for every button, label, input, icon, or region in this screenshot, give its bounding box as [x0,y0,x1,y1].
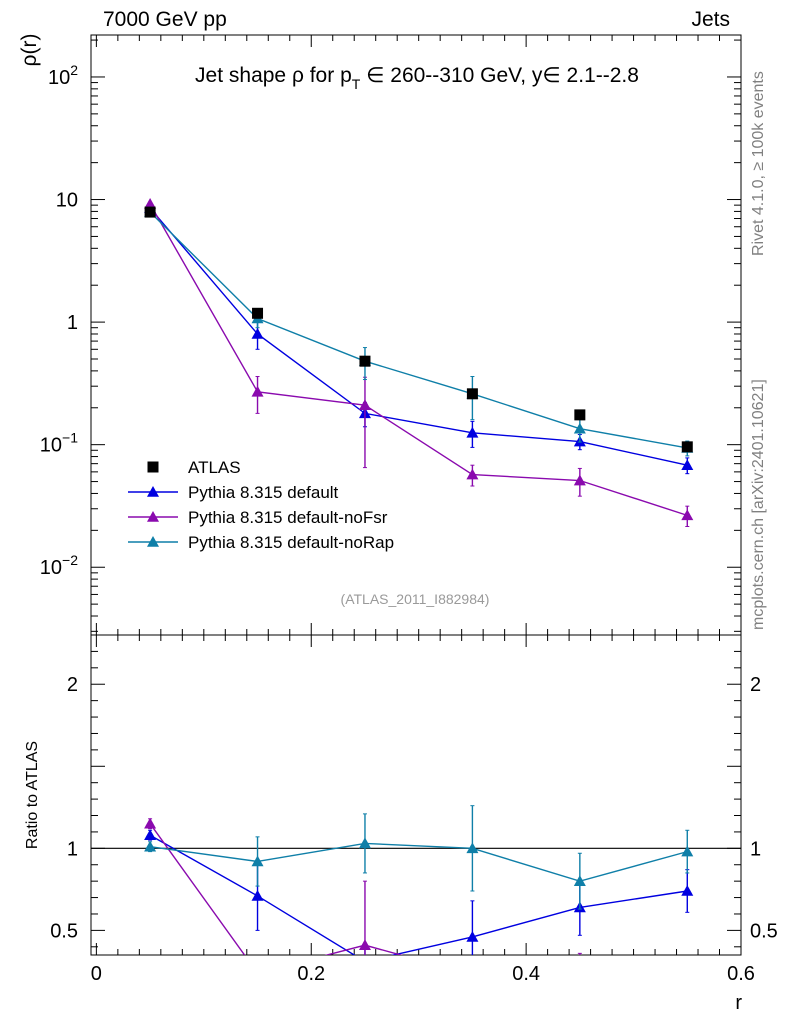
upper-panel-ticks: 10−2 10−1 1 10 102 [40,35,742,635]
atlas-data-point [681,441,693,453]
ratio-marker [144,829,157,841]
legend-label-atlas: ATLAS [188,458,241,477]
ratio-marker [251,889,264,901]
ratio-marker [681,845,694,857]
series-line [149,207,688,466]
y-tick-label-top: 102 [48,62,78,89]
series-marker [466,426,479,438]
y-tick-label-ratio-right: 0.5 [750,920,778,942]
y-tick-label-top: 1 [67,312,78,334]
ratio-panel-series [91,805,741,980]
chart-title: Jet shape ρ for pT ∈ 260--310 GeV, y∈ 2.… [195,64,639,92]
collision-energy-label: 7000 GeV pp [103,8,227,31]
x-tick-label: 0.4 [512,963,540,985]
ratio-marker [359,956,371,967]
y-tick-label-ratio-right: 1 [750,838,761,860]
series-marker [144,197,157,209]
ratio-marker [144,817,157,829]
series-2-upper [144,197,694,527]
ratio-marker [358,939,371,950]
legend-label: Pythia 8.315 default-noRap [188,533,394,552]
ratio-line [149,834,688,955]
ratio-marker [681,885,694,896]
ratio-line [149,842,688,882]
ratio-marker [466,842,479,854]
atlas-data-point [252,307,264,319]
x-tick-label: 0.2 [297,963,325,985]
y-tick-label-ratio-right: 2 [750,674,761,696]
ratio-marker [358,837,371,849]
ratio-marker [251,855,264,867]
upper-panel-series [144,197,694,527]
process-label: Jets [691,8,730,31]
legend-label: Pythia 8.315 default-noFsr [188,508,388,527]
analysis-id: (ATLAS_2011_I882984) [341,591,490,607]
series-2-ratio [144,817,693,980]
series-marker [681,459,694,471]
y-axis-label-top: ρ(r) [18,34,41,67]
series-marker [358,399,371,410]
x-tick-label: 0.6 [727,963,755,985]
mcplots-label: mcplots.cern.ch [arXiv:2401.10621] [750,379,767,630]
legend-marker [147,511,159,522]
series-marker [573,474,586,486]
ratio-marker [252,967,264,978]
series-1-upper [144,202,694,475]
series-marker [681,509,694,521]
atlas-data-point [574,409,586,421]
series-marker [251,327,264,339]
series-3-ratio [144,805,694,910]
atlas-data [144,206,693,453]
y-tick-label-top: 10−2 [40,552,78,579]
series-line [149,211,688,449]
x-tick-label: 0 [91,963,102,985]
ratio-marker [466,969,478,980]
y-tick-label-top: 10−1 [40,430,78,457]
ratio-marker [144,840,157,852]
rivet-version-label: Rivet 4.1.0, ≥ 100k events [750,71,767,256]
ratio-panel-frame [90,634,742,956]
atlas-data-point [144,206,156,218]
ratio-marker [466,930,479,942]
series-3-upper [144,206,694,457]
y-tick-label-top: 10 [56,190,78,212]
series-line [149,203,688,517]
series-marker [573,422,586,434]
legend: ATLAS Pythia 8.315 default Pythia 8.315 de… [128,458,394,552]
series-marker [466,468,479,480]
legend-label: Pythia 8.315 default [188,483,339,502]
ratio-line [149,823,404,955]
legend-marker [147,486,159,497]
legend-marker-atlas [147,461,159,473]
series-marker [251,385,264,397]
x-axis-label: r [735,992,742,1014]
ratio-marker [573,875,586,886]
ratio-marker [681,962,693,973]
legend-marker [147,536,159,547]
atlas-data-point [466,388,478,400]
series-1-ratio [144,829,694,967]
ratio-panel-ticks: 0 0.2 0.4 0.6 0.5 0.5 1 1 2 2 [50,634,778,985]
y-axis-label-ratio: Ratio to ATLAS [24,741,41,849]
ratio-panel-border [90,634,742,956]
y-tick-label-ratio: 2 [67,674,78,696]
atlas-data-point [359,355,371,367]
y-tick-label-ratio: 1 [67,838,78,860]
y-tick-label-ratio: 0.5 [50,920,78,942]
ratio-marker [574,959,586,970]
